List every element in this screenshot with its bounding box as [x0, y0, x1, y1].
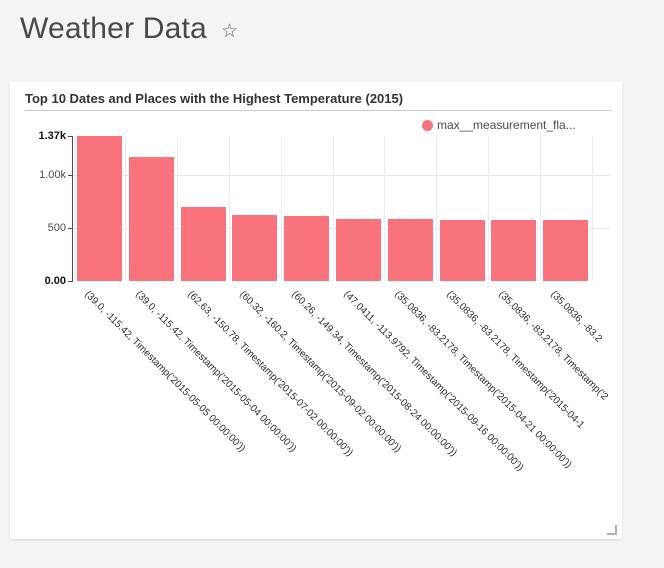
x-gridline	[332, 136, 334, 281]
page-header: Weather Data ☆	[20, 12, 238, 46]
chart-card: Top 10 Dates and Places with the Highest…	[10, 82, 622, 539]
y-axis-line	[72, 136, 73, 282]
y-axis-label: 1.37k	[38, 130, 66, 142]
y-axis-tick	[68, 136, 72, 137]
y-axis-tick	[68, 228, 72, 230]
resize-handle-icon[interactable]	[607, 525, 617, 535]
bar-chart-plot: 0.00 500 1.00k 1.37k (39.0, -115.42, Timesta…	[10, 82, 622, 539]
y-axis-tick	[68, 281, 72, 282]
x-gridline	[229, 136, 230, 281]
legend-item[interactable]: max__measurement_fla...	[422, 118, 576, 132]
page-title: Weather Data	[20, 12, 207, 45]
x-gridline	[488, 136, 489, 281]
bar[interactable]	[180, 206, 226, 281]
bar[interactable]	[284, 216, 330, 281]
x-gridline	[125, 136, 127, 281]
x-gridline	[280, 136, 282, 281]
x-axis-label: (47.0411, -113.9792, Timestamp('2015-09-…	[340, 289, 526, 474]
legend-label: max__measurement_fla...	[437, 118, 576, 132]
y-axis-tick	[68, 175, 72, 177]
x-axis-label: (35.0836, -83.2	[547, 289, 604, 345]
x-gridline	[436, 136, 438, 281]
y-axis-label: 500	[47, 222, 66, 235]
x-gridline	[73, 136, 75, 281]
x-gridline	[591, 136, 593, 281]
x-gridline	[539, 136, 541, 281]
chart-title: Top 10 Dates and Places with the Highest…	[25, 91, 404, 106]
bar[interactable]	[491, 219, 537, 281]
bar[interactable]	[387, 219, 433, 281]
title-divider	[25, 110, 612, 111]
bar[interactable]	[232, 215, 278, 281]
y-axis-label: 0.00	[44, 275, 66, 287]
bar[interactable]	[77, 136, 122, 281]
bar[interactable]	[128, 156, 174, 281]
x-axis-label: (35.0836, -83.2178, Timestamp('2	[496, 289, 610, 403]
bar[interactable]	[543, 219, 589, 281]
x-gridline	[384, 136, 386, 281]
x-axis-label: (35.0836, -83.2178, Timestamp('2015-04-2…	[392, 289, 574, 471]
legend-marker-icon	[422, 119, 433, 131]
x-gridline	[177, 136, 179, 281]
bar[interactable]	[439, 219, 485, 281]
favorite-star-icon[interactable]: ☆	[220, 20, 238, 42]
y-gridline	[72, 175, 610, 177]
bar[interactable]	[336, 219, 381, 281]
y-axis-label: 1.00k	[39, 169, 66, 182]
